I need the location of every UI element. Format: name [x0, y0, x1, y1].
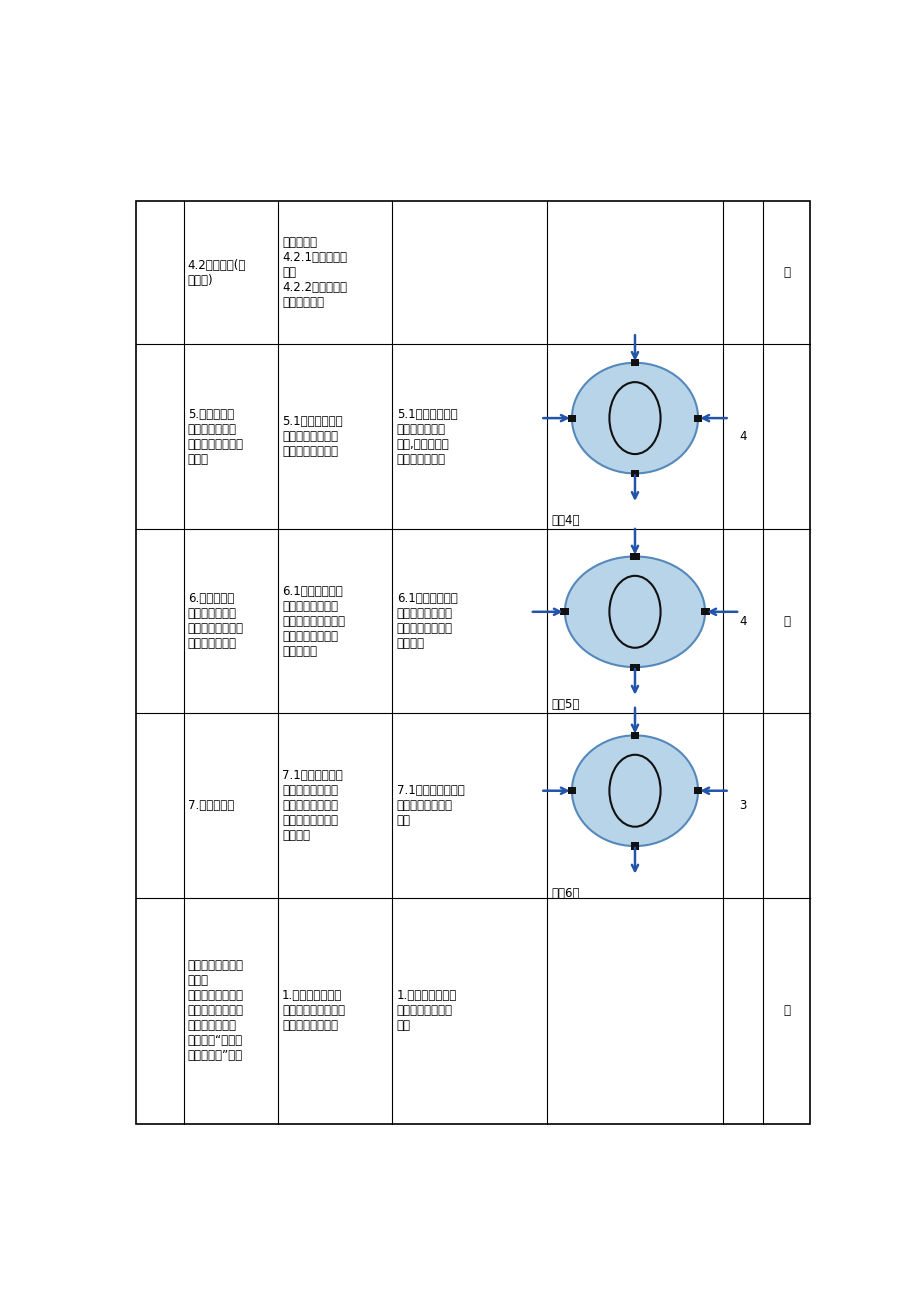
Bar — [630, 664, 639, 671]
Text: 中: 中 — [782, 1004, 789, 1017]
Text: 4: 4 — [738, 430, 745, 443]
Text: 3: 3 — [738, 799, 745, 812]
Text: 4: 4 — [738, 615, 745, 628]
Text: 7.1教师组织学生
展示评价。分享立
定跳远要领，实现
自我突破。提示注
意安全。: 7.1教师组织学生 展示评价。分享立 定跳远要领，实现 自我突破。提示注 意安全… — [282, 769, 343, 842]
Text: 6.1进行一定远度
跳远区域的练习，
边做边喜口诀，展
示成果。: 6.1进行一定远度 跳远区域的练习， 边做边喜口诀，展 示成果。 — [396, 592, 457, 650]
Bar — [567, 788, 575, 794]
Text: 7.比比谁最棒: 7.比比谁最棒 — [187, 799, 233, 812]
Bar — [630, 470, 639, 477]
Bar — [630, 359, 639, 366]
Ellipse shape — [572, 736, 698, 846]
Bar — [567, 414, 575, 422]
Text: 图（4）: 图（4） — [550, 514, 579, 527]
Ellipse shape — [564, 556, 704, 667]
Bar — [560, 608, 569, 616]
Bar — [630, 842, 639, 850]
Text: 6.1要求学生开动
脑筋将垫子变成适
当高度的跳远区域。
组织学生练习。提
示注意安全: 6.1要求学生开动 脑筋将垫子变成适 当高度的跳远区域。 组织学生练习。提 示注… — [282, 585, 345, 658]
Bar — [630, 732, 639, 740]
Text: 中: 中 — [782, 615, 789, 628]
Text: 图（6）: 图（6） — [550, 887, 579, 900]
Text: 4.2蹬摇练习(突
破重点): 4.2蹬摇练习(突 破重点) — [187, 259, 246, 286]
Text: 1.听请要求，积极
参加游戏。注意安
全。: 1.听请要求，积极 参加游戏。注意安 全。 — [396, 990, 457, 1032]
Text: 6.辅助练习三
练习一定远度的
跳远区域。（突破
难点）（互动）: 6.辅助练习三 练习一定远度的 跳远区域。（突破 难点）（互动） — [187, 592, 244, 650]
Bar — [693, 414, 701, 422]
Bar — [630, 553, 639, 560]
Text: 7.1积极回答问题，
团结协作，共同进
步。: 7.1积极回答问题， 团结协作，共同进 步。 — [396, 784, 464, 827]
Ellipse shape — [572, 363, 698, 474]
Bar — [693, 788, 701, 794]
Text: 5.1组织学生练习
适当高度的跳远区
域。提示注意安全: 5.1组织学生练习 适当高度的跳远区 域。提示注意安全 — [282, 415, 343, 458]
Text: 超人练习。
4.2.1发现蹬摇不
充分
4.2.2教师组织学
生蹬摇练习。: 超人练习。 4.2.1发现蹬摇不 充分 4.2.2教师组织学 生蹬摇练习。 — [282, 237, 346, 310]
Text: 四．游戏老狼老狼
几点钟
游戏规则：老狼在
前面走，小兔在后
面一边齐声跳一
边齐声喜“老狼老
狼几点钟？”老狼: 四．游戏老狼老狼 几点钟 游戏规则：老狼在 前面走，小兔在后 面一边齐声跳一 边… — [187, 960, 244, 1062]
Text: 5.辅助练习二
练习适当高度的
跳远区域。（突破
难点）: 5.辅助练习二 练习适当高度的 跳远区域。（突破 难点） — [187, 408, 244, 466]
Text: 1.组织学生进行老
狼老狼几点钟游戏。
要学生注意安全。: 1.组织学生进行老 狼老狼几点钟游戏。 要学生注意安全。 — [282, 990, 345, 1032]
Text: 强: 强 — [782, 267, 789, 280]
Text: 图（5）: 图（5） — [550, 698, 579, 711]
Text: 5.1进行一定适当
高度跳远区域的
练习,边做边喜口
诀，展示成果。: 5.1进行一定适当 高度跳远区域的 练习,边做边喜口 诀，展示成果。 — [396, 408, 457, 466]
Bar — [699, 608, 709, 616]
